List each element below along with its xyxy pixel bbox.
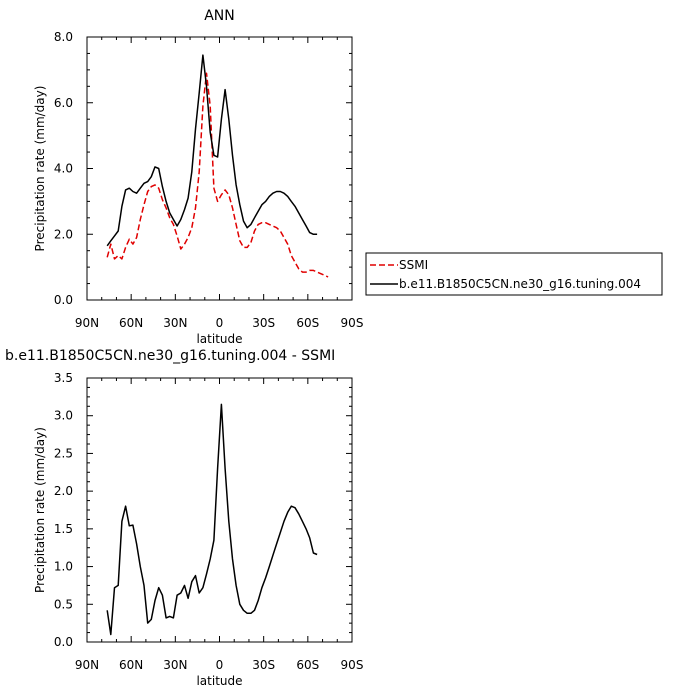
panel2-y-tick-label: 3.0 xyxy=(54,409,73,423)
panel1-y-tick-label: 4.0 xyxy=(54,162,73,176)
panel2-series-line-difference xyxy=(106,403,318,636)
panel1-x-tick-label: 30N xyxy=(163,316,187,330)
panel2-chart-title: b.e11.B1850C5CN.ne30_g16.tuning.004 - SS… xyxy=(5,348,335,364)
panel1-y-tick-label: 2.0 xyxy=(54,227,73,241)
panel1-chart-title: ANN xyxy=(204,8,235,24)
panel2-x-axis-title: latitude xyxy=(196,674,242,688)
panel1-x-tick-label: 60N xyxy=(119,316,143,330)
panel2-y-axis-title: Precipitation rate (mm/day) xyxy=(33,427,47,593)
panel1-plot-frame xyxy=(86,36,353,301)
panel1-y-tick-label: 8.0 xyxy=(54,30,73,44)
panel1-x-axis-title: latitude xyxy=(196,332,242,346)
panel2-y-tick-label: 0.0 xyxy=(54,635,73,649)
panel2-x-tick-label: 30S xyxy=(252,658,275,672)
panel2-x-tick-label: 0 xyxy=(216,658,224,672)
panel1-y-axis-title: Precipitation rate (mm/day) xyxy=(33,86,47,252)
legend-box xyxy=(365,252,663,296)
panel2-y-tick-label: 2.5 xyxy=(54,446,73,460)
panel2-y-tick-label: 1.5 xyxy=(54,522,73,536)
panel1-series-line-b-e11-b1850c5cn-ne30-g16-tuning-004 xyxy=(106,54,318,247)
panel2-x-tick-label: 30N xyxy=(163,658,187,672)
panel2-y-tick-label: 1.0 xyxy=(54,560,73,574)
legend-label-1: SSMI xyxy=(399,258,428,272)
panel2-y-tick-label: 0.5 xyxy=(54,597,73,611)
panel1-y-tick-label: 6.0 xyxy=(54,96,73,110)
panel1-x-tick-label: 90S xyxy=(341,316,364,330)
panel2-y-tick-label: 2.0 xyxy=(54,484,73,498)
panel2-x-tick-label: 60S xyxy=(296,658,319,672)
panel2-y-tick-label: 3.5 xyxy=(54,371,73,385)
panel1-x-tick-label: 60S xyxy=(296,316,319,330)
panel1-x-tick-label: 0 xyxy=(216,316,224,330)
panel2-x-tick-label: 60N xyxy=(119,658,143,672)
panel1-y-tick-label: 0.0 xyxy=(54,293,73,307)
panel2-x-tick-label: 90N xyxy=(75,658,99,672)
panel1-series-line-ssmi xyxy=(106,72,329,278)
panel2-x-tick-label: 90S xyxy=(341,658,364,672)
legend-label-2: b.e11.B1850C5CN.ne30_g16.tuning.004 xyxy=(399,277,641,291)
panel1-x-tick-label: 90N xyxy=(75,316,99,330)
panel1-x-tick-label: 30S xyxy=(252,316,275,330)
